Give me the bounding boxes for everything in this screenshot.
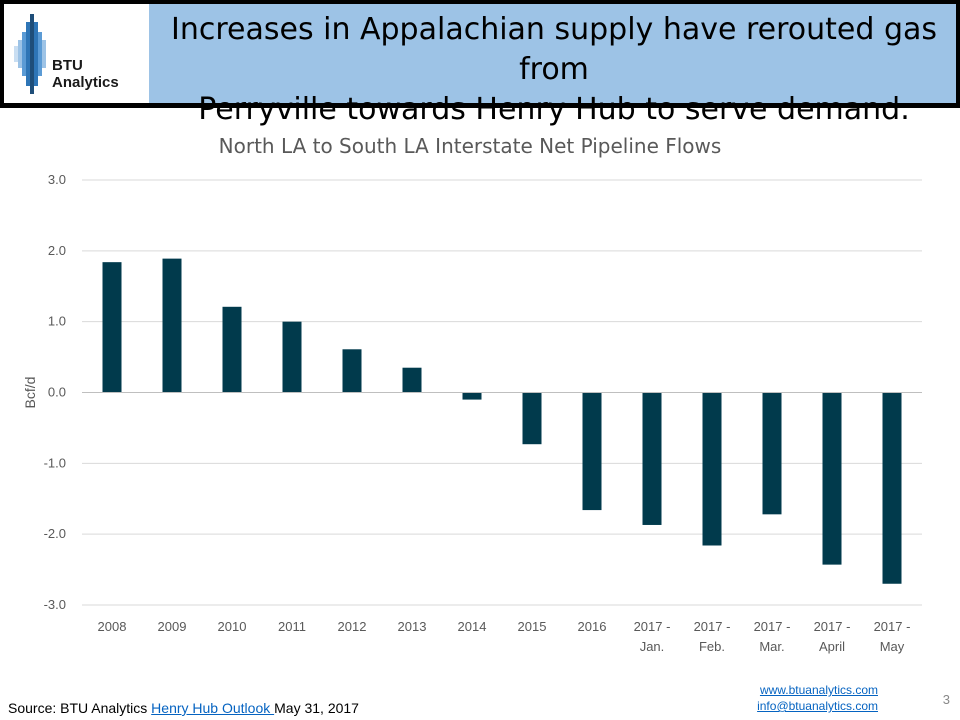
y-tick-label: 2.0 xyxy=(48,243,66,258)
bar xyxy=(402,367,422,393)
x-tick-label: 2016 xyxy=(578,619,607,634)
bar xyxy=(282,321,302,393)
bar xyxy=(582,392,602,511)
y-axis-label: Bcf/d xyxy=(22,377,38,409)
email-link[interactable]: info@btuanalytics.com xyxy=(757,699,878,713)
x-tick-label: 2017 - xyxy=(634,619,671,634)
x-tick-label: Feb. xyxy=(699,639,725,654)
x-tick-label: 2017 - xyxy=(874,619,911,634)
bar xyxy=(822,392,842,565)
headline-line-1: Increases in Appalachian supply have rer… xyxy=(170,12,938,87)
source-link[interactable]: Henry Hub Outlook xyxy=(151,700,275,716)
website-link[interactable]: www.btuanalytics.com xyxy=(759,683,878,697)
page-number: 3 xyxy=(942,692,950,707)
x-tick-label: 2010 xyxy=(218,619,247,634)
bar xyxy=(522,392,542,445)
bar xyxy=(222,306,242,393)
y-tick-label: 3.0 xyxy=(48,172,66,187)
y-tick-label: -2.0 xyxy=(44,526,66,541)
bar xyxy=(162,258,182,393)
x-tick-label: 2012 xyxy=(338,619,367,634)
source-note: Source: BTU Analytics Henry Hub Outlook … xyxy=(8,700,359,716)
slide-headline: Increases in Appalachian supply have rer… xyxy=(152,10,956,130)
source-prefix: Source: BTU Analytics xyxy=(8,700,152,716)
source-date: May 31, 2017 xyxy=(274,700,359,716)
x-tick-label: 2015 xyxy=(518,619,547,634)
slide-header: BTU Analytics Increases in Appalachian s… xyxy=(0,0,960,127)
y-tick-label: -1.0 xyxy=(44,455,66,470)
x-tick-label: 2009 xyxy=(158,619,187,634)
x-tick-label: 2008 xyxy=(98,619,127,634)
x-tick-label: Mar. xyxy=(759,639,784,654)
x-tick-label: 2014 xyxy=(458,619,487,634)
headline-line-2: Perryville towards Henry Hub to serve de… xyxy=(198,92,910,127)
bar xyxy=(642,392,662,525)
logo-text: BTU Analytics xyxy=(52,57,119,91)
bar xyxy=(702,392,722,546)
chart-title: North LA to South LA Interstate Net Pipe… xyxy=(218,134,722,158)
x-tick-label: 2017 - xyxy=(694,619,731,634)
x-tick-label: April xyxy=(819,639,845,654)
x-tick-label: 2011 xyxy=(278,619,306,634)
bar xyxy=(882,392,902,584)
header-banner xyxy=(4,4,956,103)
x-tick-label: 2017 - xyxy=(754,619,791,634)
bar xyxy=(342,349,362,393)
x-tick-label: Jan. xyxy=(640,639,665,654)
logo-bars-icon xyxy=(14,14,46,94)
y-tick-label: 0.0 xyxy=(48,385,66,400)
contact-links: www.btuanalytics.com info@btuanalytics.c… xyxy=(757,682,878,714)
x-tick-label: May xyxy=(880,639,905,654)
x-tick-label: 2017 - xyxy=(814,619,851,634)
y-tick-label: 1.0 xyxy=(48,314,66,329)
bar xyxy=(102,262,122,393)
x-tick-label: 2013 xyxy=(398,619,427,634)
y-tick-label: -3.0 xyxy=(44,597,66,612)
company-logo: BTU Analytics xyxy=(4,4,149,103)
bar xyxy=(462,392,482,400)
bar xyxy=(762,392,782,515)
